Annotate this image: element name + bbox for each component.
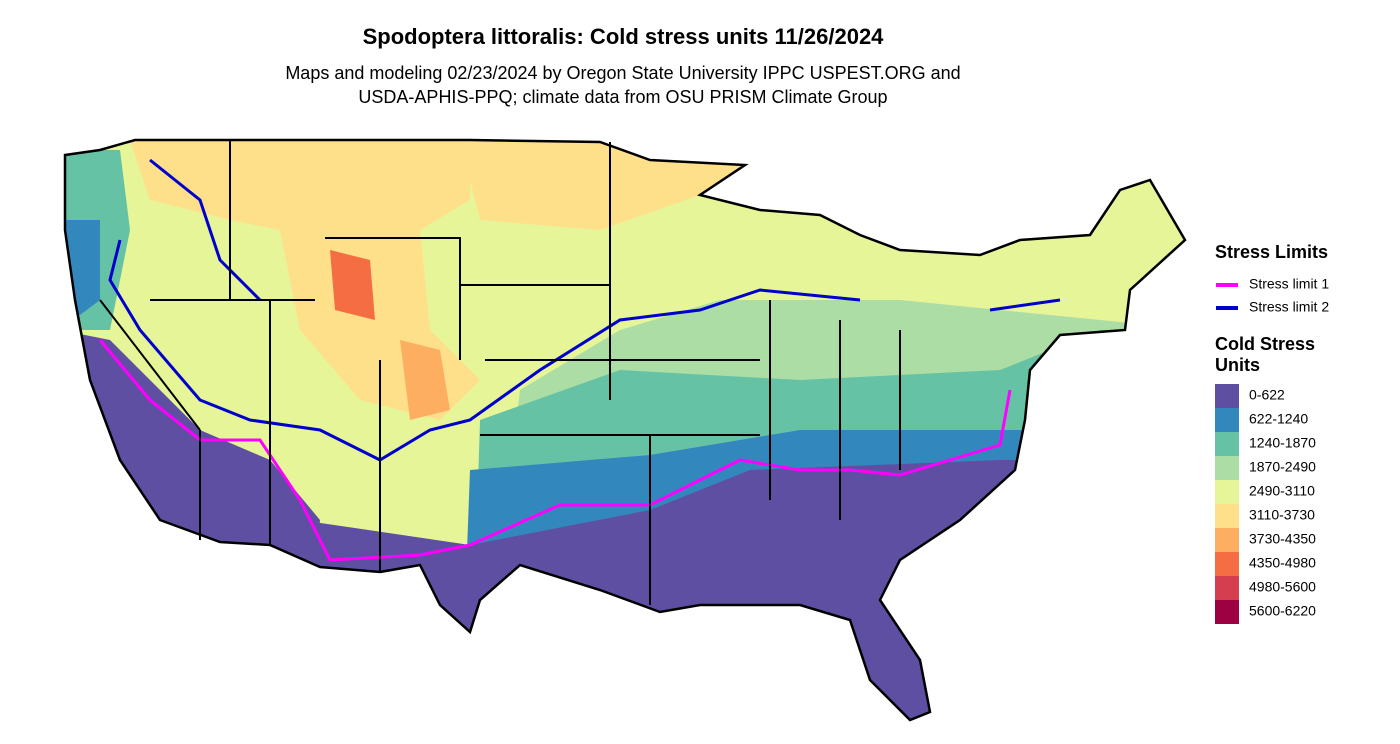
legend-swatch: [1215, 552, 1239, 576]
legend-label: 1240-1870: [1249, 435, 1316, 451]
legend-swatch: [1215, 384, 1239, 408]
stress-legend: Stress limit 1 Stress limit 2: [1216, 276, 1329, 315]
legend-label: 4980-5600: [1249, 579, 1316, 595]
legend-swatch: [1215, 576, 1239, 600]
legend-title: Cold Stress Units: [1215, 334, 1316, 375]
legend-swatch: [1215, 504, 1239, 528]
state-borders: [99, 140, 901, 605]
legend-swatch: [1215, 456, 1239, 480]
legend-swatch: [1215, 600, 1239, 624]
legend-label: Stress limit 1: [1249, 276, 1329, 292]
legend-label: 2490-3110: [1249, 483, 1315, 499]
legend-swatch: [1215, 480, 1239, 504]
units-legend: 0-622 622-1240 1240-1870 1870-2490 2490-3110…: [1215, 384, 1316, 624]
legend-label: 3110-3730: [1249, 507, 1315, 523]
legend-title: Stress Limits: [1215, 242, 1328, 262]
legend-swatch: [1215, 528, 1239, 552]
subtitle: Maps and modeling 02/23/2024 by Oregon S…: [285, 63, 960, 83]
legend-swatch: [1215, 408, 1239, 432]
subtitle: USDA-APHIS-PPQ; climate data from OSU PR…: [358, 87, 887, 107]
legend-swatch: [1215, 432, 1239, 456]
legend-label: 1870-2490: [1249, 459, 1316, 475]
legend-label: 4350-4980: [1249, 555, 1316, 571]
legend-label: 3730-4350: [1249, 531, 1316, 547]
stress-lines: [98, 158, 1061, 562]
legend-label: 0-622: [1249, 387, 1285, 403]
legend-label: 622-1240: [1249, 411, 1308, 427]
map-title: Spodoptera littoralis: Cold stress units…: [363, 24, 885, 49]
legend-label: 5600-6220: [1249, 603, 1316, 619]
legend-label: Stress limit 2: [1249, 299, 1329, 315]
